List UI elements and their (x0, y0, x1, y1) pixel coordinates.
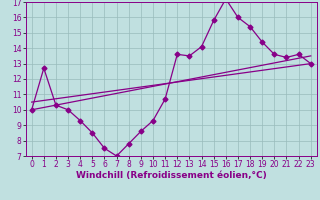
X-axis label: Windchill (Refroidissement éolien,°C): Windchill (Refroidissement éolien,°C) (76, 171, 267, 180)
